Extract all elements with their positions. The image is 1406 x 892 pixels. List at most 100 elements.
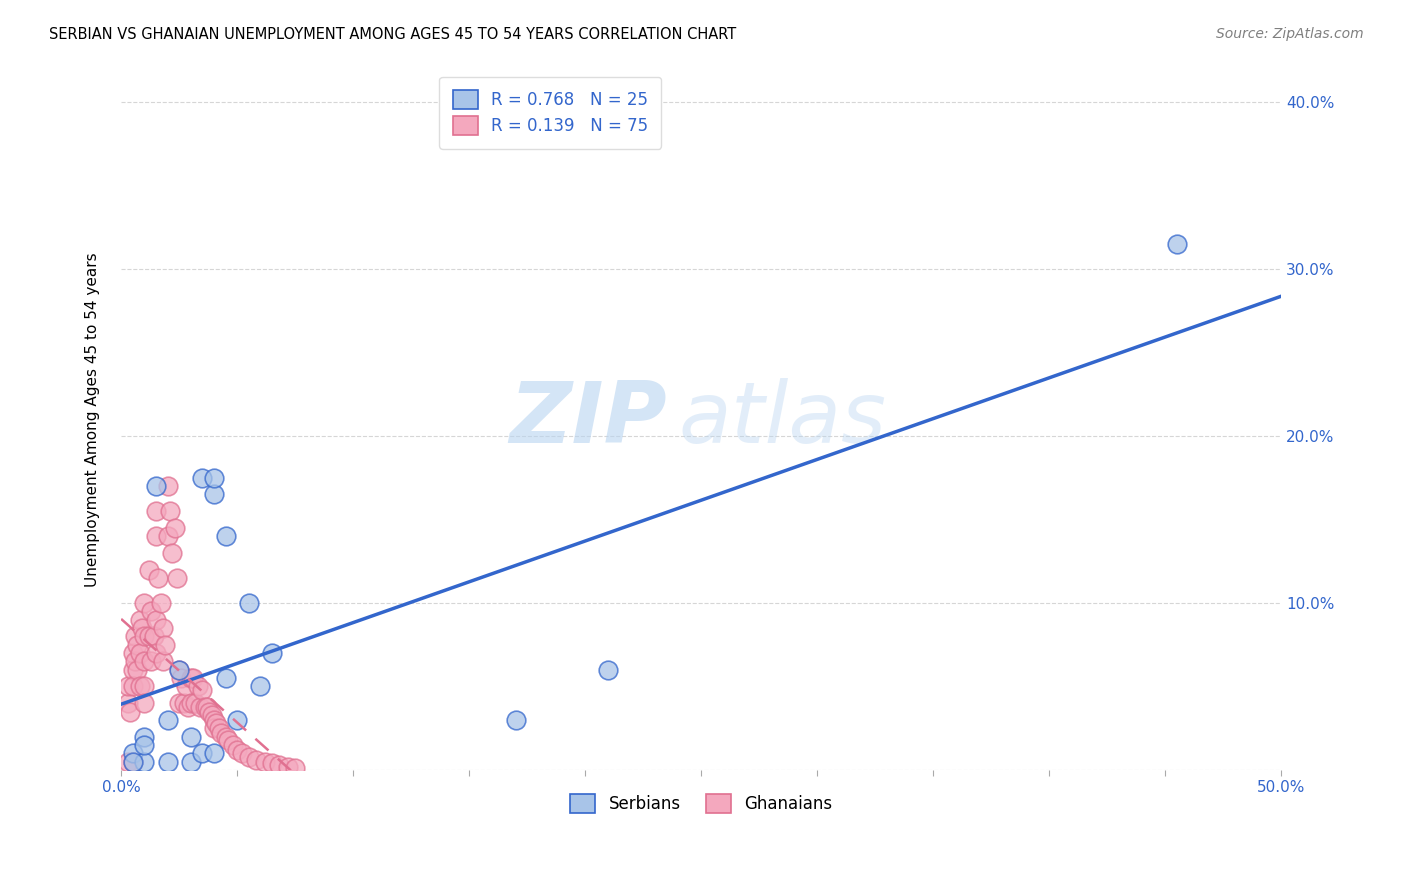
- Point: [201, 707, 224, 722]
- Point: [163, 521, 186, 535]
- Point: [177, 699, 200, 714]
- Point: [277, 759, 299, 773]
- Point: [207, 721, 229, 735]
- Point: [134, 680, 156, 694]
- Point: [131, 621, 153, 635]
- Point: [142, 629, 165, 643]
- Point: [134, 696, 156, 710]
- Y-axis label: Unemployment Among Ages 45 to 54 years: Unemployment Among Ages 45 to 54 years: [86, 252, 100, 587]
- Point: [167, 663, 190, 677]
- Point: [121, 755, 143, 769]
- Point: [134, 655, 156, 669]
- Point: [124, 655, 146, 669]
- Point: [598, 663, 620, 677]
- Point: [117, 696, 139, 710]
- Point: [202, 721, 225, 735]
- Point: [166, 571, 188, 585]
- Text: atlas: atlas: [678, 377, 886, 461]
- Point: [267, 758, 290, 772]
- Point: [180, 696, 202, 710]
- Point: [167, 663, 190, 677]
- Point: [160, 546, 183, 560]
- Point: [173, 696, 195, 710]
- Point: [284, 761, 307, 775]
- Point: [138, 563, 160, 577]
- Point: [214, 529, 236, 543]
- Point: [188, 699, 211, 714]
- Point: [226, 743, 249, 757]
- Point: [152, 655, 174, 669]
- Point: [249, 680, 271, 694]
- Point: [1166, 236, 1188, 251]
- Point: [117, 755, 139, 769]
- Text: ZIP: ZIP: [509, 377, 666, 461]
- Point: [180, 671, 202, 685]
- Point: [214, 671, 236, 685]
- Point: [141, 655, 163, 669]
- Point: [138, 629, 160, 643]
- Point: [221, 738, 243, 752]
- Point: [145, 504, 167, 518]
- Point: [152, 621, 174, 635]
- Point: [167, 696, 190, 710]
- Point: [191, 471, 214, 485]
- Legend: Serbians, Ghanaians: Serbians, Ghanaians: [558, 782, 844, 825]
- Point: [145, 613, 167, 627]
- Point: [121, 747, 143, 761]
- Point: [209, 726, 232, 740]
- Point: [145, 479, 167, 493]
- Point: [260, 646, 283, 660]
- Point: [121, 680, 143, 694]
- Point: [217, 733, 239, 747]
- Point: [245, 753, 267, 767]
- Point: [195, 699, 218, 714]
- Point: [145, 646, 167, 660]
- Point: [191, 747, 214, 761]
- Point: [155, 638, 177, 652]
- Point: [238, 596, 260, 610]
- Point: [184, 696, 207, 710]
- Point: [505, 713, 527, 727]
- Point: [174, 680, 197, 694]
- Point: [134, 730, 156, 744]
- Point: [180, 730, 202, 744]
- Point: [159, 504, 181, 518]
- Point: [156, 529, 179, 543]
- Point: [124, 629, 146, 643]
- Point: [149, 596, 172, 610]
- Point: [134, 629, 156, 643]
- Point: [170, 671, 193, 685]
- Point: [238, 749, 260, 764]
- Point: [180, 755, 202, 769]
- Point: [121, 663, 143, 677]
- Point: [202, 471, 225, 485]
- Point: [134, 738, 156, 752]
- Point: [121, 646, 143, 660]
- Point: [202, 747, 225, 761]
- Point: [134, 755, 156, 769]
- Point: [134, 596, 156, 610]
- Point: [156, 713, 179, 727]
- Point: [260, 756, 283, 771]
- Point: [194, 699, 217, 714]
- Point: [145, 529, 167, 543]
- Text: Source: ZipAtlas.com: Source: ZipAtlas.com: [1216, 27, 1364, 41]
- Point: [156, 479, 179, 493]
- Point: [202, 713, 225, 727]
- Point: [128, 613, 150, 627]
- Point: [117, 680, 139, 694]
- Point: [198, 705, 221, 719]
- Point: [127, 638, 149, 652]
- Point: [120, 705, 142, 719]
- Point: [202, 487, 225, 501]
- Point: [205, 716, 228, 731]
- Point: [128, 646, 150, 660]
- Text: SERBIAN VS GHANAIAN UNEMPLOYMENT AMONG AGES 45 TO 54 YEARS CORRELATION CHART: SERBIAN VS GHANAIAN UNEMPLOYMENT AMONG A…: [49, 27, 737, 42]
- Point: [187, 680, 209, 694]
- Point: [148, 571, 170, 585]
- Point: [181, 671, 204, 685]
- Point: [128, 680, 150, 694]
- Point: [156, 755, 179, 769]
- Point: [121, 755, 143, 769]
- Point: [127, 663, 149, 677]
